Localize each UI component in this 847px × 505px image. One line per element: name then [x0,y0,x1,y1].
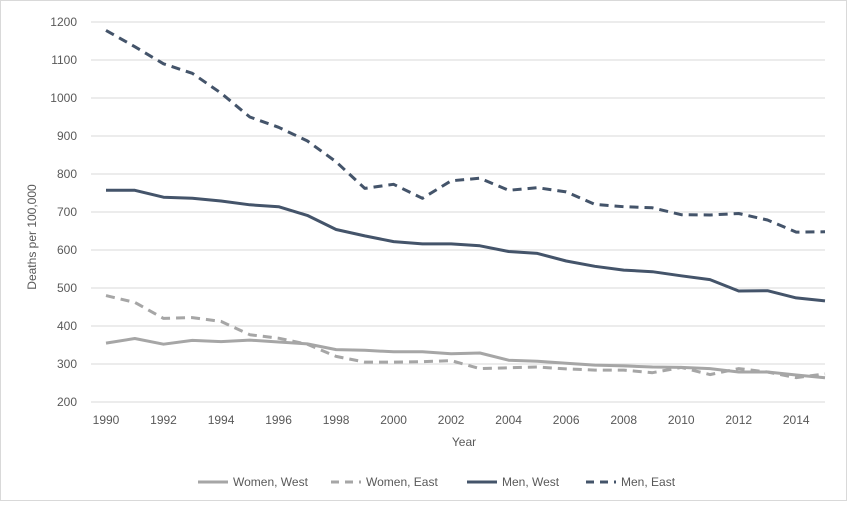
x-tick-label: 1994 [208,413,235,427]
series-line-men-east [105,29,826,234]
legend-label-men-east: Men, East [621,475,676,489]
y-axis-title: Deaths per 100,000 [25,184,39,290]
x-tick-label: 2008 [610,413,637,427]
x-tick-label: 2000 [380,413,407,427]
y-tick-label: 800 [57,167,77,181]
legend-label-women-east: Women, East [366,475,438,489]
x-axis-title: Year [452,435,476,449]
x-tick-label: 1990 [93,413,120,427]
y-tick-label: 900 [57,129,77,143]
x-axis-tick-labels: 1990 1992 1994 1996 1998 2000 2002 2004 2006 2008… [93,413,810,427]
y-tick-label: 1100 [51,53,77,67]
x-tick-label: 2010 [668,413,695,427]
x-tick-label: 1998 [323,413,350,427]
series-lines [105,29,826,380]
legend-label-women-west: Women, West [233,475,309,489]
x-tick-label: 1992 [150,413,177,427]
legend: Women, West Women, East Men, West Men, East [198,475,676,489]
y-tick-label: 200 [57,395,77,409]
y-tick-label: 500 [57,281,77,295]
x-tick-label: 1996 [265,413,292,427]
y-tick-label: 300 [57,357,77,371]
x-tick-label: 2014 [783,413,810,427]
x-tick-label: 2004 [495,413,522,427]
series-line-women-east [105,294,826,380]
x-tick-label: 2002 [438,413,465,427]
y-tick-label: 1000 [50,91,77,105]
y-axis-tick-labels: 200 300 400 500 600 700 800 900 1000 1100 1200 [50,15,77,409]
x-tick-label: 2006 [553,413,580,427]
y-tick-label: 700 [57,205,77,219]
x-tick-label: 2012 [725,413,752,427]
gridlines [91,21,825,365]
y-tick-label: 1200 [50,15,77,29]
series-line-women-west [105,337,826,380]
legend-label-men-west: Men, West [502,475,560,489]
series-line-men-west [106,188,826,303]
y-tick-label: 400 [57,319,77,333]
y-tick-label: 600 [57,243,77,257]
